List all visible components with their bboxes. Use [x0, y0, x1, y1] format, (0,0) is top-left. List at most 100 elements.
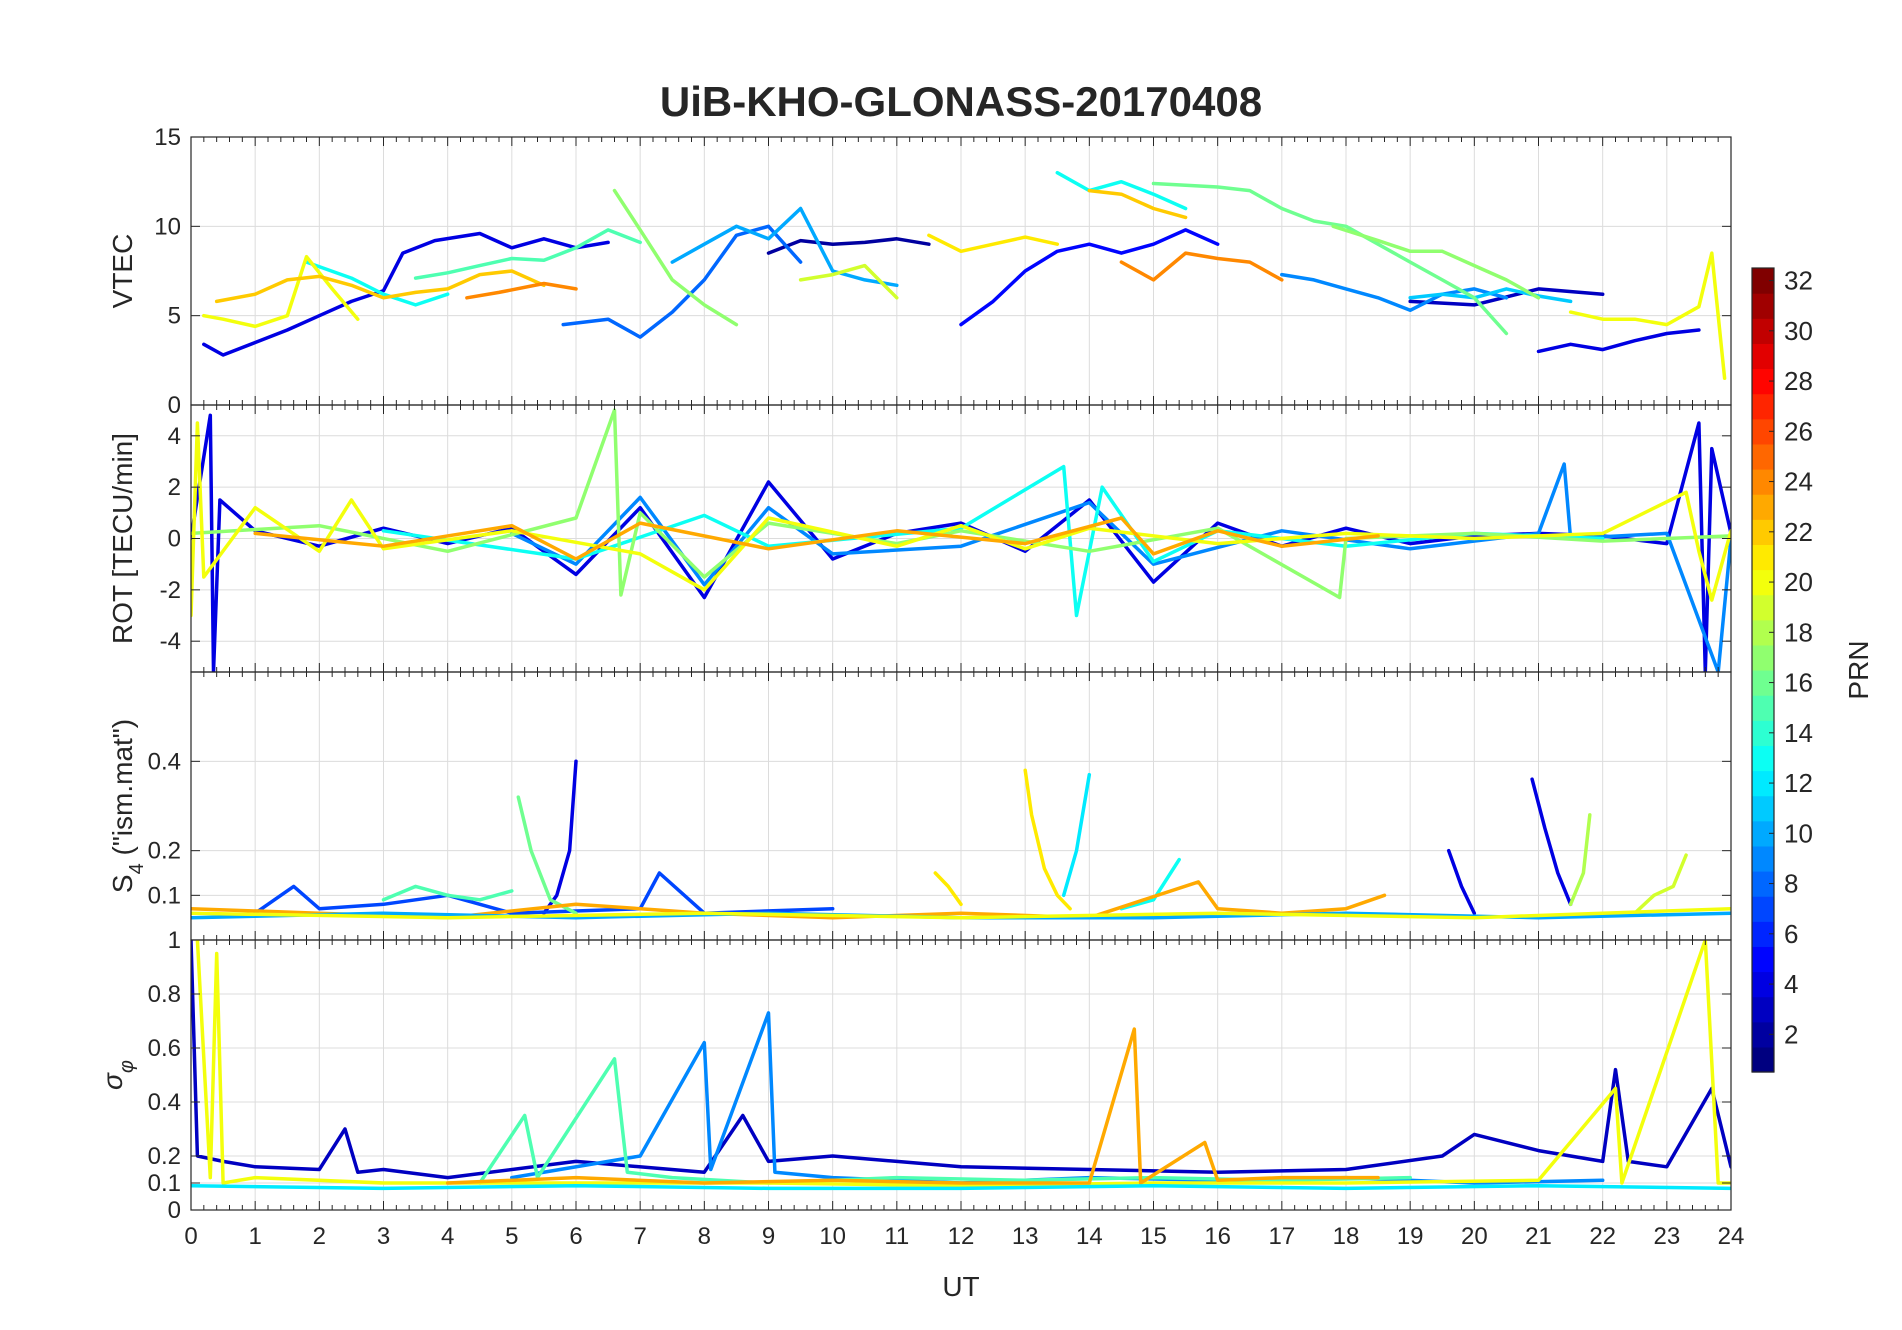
series-prn-15 [413, 228, 642, 280]
x-tick-label: 12 [948, 1223, 975, 1250]
series-prn-12 [1061, 772, 1092, 898]
series-prn-21 [927, 233, 1060, 254]
colorbar-tick-label: 28 [1784, 366, 1813, 396]
colorbar-tick-label: 14 [1784, 718, 1813, 748]
series-group-vtec [202, 170, 1727, 380]
x-axis-label: UT [942, 1271, 979, 1302]
y-tick-label-sigma: 0.4 [148, 1089, 181, 1116]
colorbar-tick-label: 18 [1784, 617, 1813, 647]
x-axis: 0 1 2 3 4 5 6 7 8 9 10 11 12 13 14 15 16 17 18 19 20 21 22 23 24 [184, 1223, 1744, 1250]
colorbar-segment [1752, 770, 1774, 797]
series-prn-20 [195, 940, 1731, 1188]
series-prn-24 [465, 281, 578, 300]
y-tick-label-rot: -4 [160, 628, 181, 655]
series-prn-22 [214, 269, 546, 304]
panel-vtec: 0 5 10 15 VTEC [107, 124, 1732, 419]
y-tick-label-s4: 0.1 [148, 882, 181, 909]
x-tick-label: 20 [1461, 1223, 1488, 1250]
colorbar-segment [1752, 418, 1774, 445]
panel-s4: 0.10.20.4S4 ("ism.mat") [107, 671, 1732, 941]
y-tick-label-sigma: 0.1 [148, 1170, 181, 1197]
x-tick-label: 21 [1525, 1223, 1552, 1250]
colorbar-segment [1752, 921, 1774, 947]
x-tick-label: 3 [377, 1223, 390, 1250]
colorbar-tick-label: 12 [1784, 768, 1813, 798]
series-prn-7 [253, 871, 835, 915]
y-tick-label-sigma: 0 [168, 1197, 181, 1224]
chart-title: UiB-KHO-GLONASS-20170408 [660, 78, 1262, 125]
series-prn-17 [612, 188, 739, 327]
colorbar-segment [1752, 293, 1774, 319]
colorbar-segment [1752, 519, 1774, 545]
x-tick-label: 8 [698, 1223, 711, 1250]
x-tick-label: 2 [313, 1223, 326, 1250]
colorbar-segment [1752, 368, 1774, 395]
y-tick-label-rot: 0 [168, 526, 181, 553]
y-tick-label-vtec: 10 [154, 213, 181, 240]
colorbar-segment [1752, 393, 1774, 420]
series-prn-8 [561, 224, 803, 339]
colorbar-tick-label: 24 [1784, 467, 1813, 497]
x-tick-label: 23 [1653, 1223, 1680, 1250]
colorbar-segment [1752, 896, 1774, 922]
colorbar-segment [1752, 946, 1774, 973]
colorbar-segment [1752, 268, 1774, 294]
series-prn-20 [202, 254, 360, 329]
panel-rot: -4 -2 0 2 4 ROT [TECU/min] [107, 404, 1732, 673]
series-prn-24 [1119, 251, 1284, 282]
series-prn-17 [1331, 224, 1541, 300]
series-prn-23 [253, 516, 1380, 561]
colorbar-segment [1752, 443, 1774, 470]
series-prn-15 [381, 884, 514, 902]
colorbar-segment [1752, 1046, 1774, 1073]
series-prn-18 [1568, 813, 1592, 907]
y-tick-label-sigma: 0.8 [148, 981, 181, 1008]
series-prn-4 [202, 231, 610, 357]
x-tick-label: 10 [819, 1223, 846, 1250]
series-prn-16 [1151, 181, 1509, 336]
x-tick-label: 4 [441, 1223, 454, 1250]
x-tick-label: 24 [1718, 1223, 1745, 1250]
x-tick-label: 1 [248, 1223, 261, 1250]
x-tick-label: 0 [184, 1223, 197, 1250]
series-prn-4 [1536, 328, 1701, 354]
series-prn-23 [445, 1027, 1380, 1185]
y-axis-label-rot: ROT [TECU/min] [107, 433, 138, 644]
colorbar-segment [1752, 795, 1774, 822]
panel-sigma: 00.10.2 0.4 0.6 0.8 1 σφ [97, 927, 1732, 1224]
series-group-rot [191, 408, 1731, 672]
series-prn-11 [1408, 287, 1573, 304]
x-tick-label: 16 [1204, 1223, 1231, 1250]
colorbar-tick-label: 16 [1784, 668, 1813, 698]
colorbar-segment [1752, 1021, 1774, 1048]
ylabel-rest: ("ism.mat") [107, 719, 138, 863]
colorbar-segment [1752, 996, 1774, 1023]
y-tick-label-rot: 2 [168, 474, 181, 501]
colorbar-segment [1752, 820, 1774, 847]
series-prn-19 [1633, 853, 1688, 915]
series-group-s4 [191, 759, 1731, 920]
y-tick-label-vtec: 0 [168, 392, 181, 419]
colorbar-tick-label: 6 [1784, 919, 1798, 949]
colorbar-segment [1752, 494, 1774, 520]
series-prn-20 [1568, 251, 1727, 380]
series-prn-5 [959, 228, 1220, 327]
colorbar-tick-label: 10 [1784, 818, 1813, 848]
y-tick-label-sigma: 1 [168, 927, 181, 954]
colorbar-tick-label: 8 [1784, 869, 1798, 899]
colorbar-segment [1752, 569, 1774, 596]
colorbar-tick-label: 20 [1784, 567, 1813, 597]
series-group-sigma [191, 940, 1731, 1191]
x-tick-label: 9 [762, 1223, 775, 1250]
y-tick-label-sigma: 0.2 [148, 1143, 181, 1170]
y-tick-label-vtec: 5 [168, 303, 181, 330]
colorbar-label: PRN [1843, 640, 1874, 699]
x-tick-label: 18 [1333, 1223, 1360, 1250]
colorbar-segment [1752, 695, 1774, 721]
series-prn-13 [1119, 857, 1181, 911]
series-prn-13 [1055, 170, 1188, 211]
series-prn-2 [766, 237, 931, 255]
colorbar-tick-label: 26 [1784, 416, 1813, 446]
